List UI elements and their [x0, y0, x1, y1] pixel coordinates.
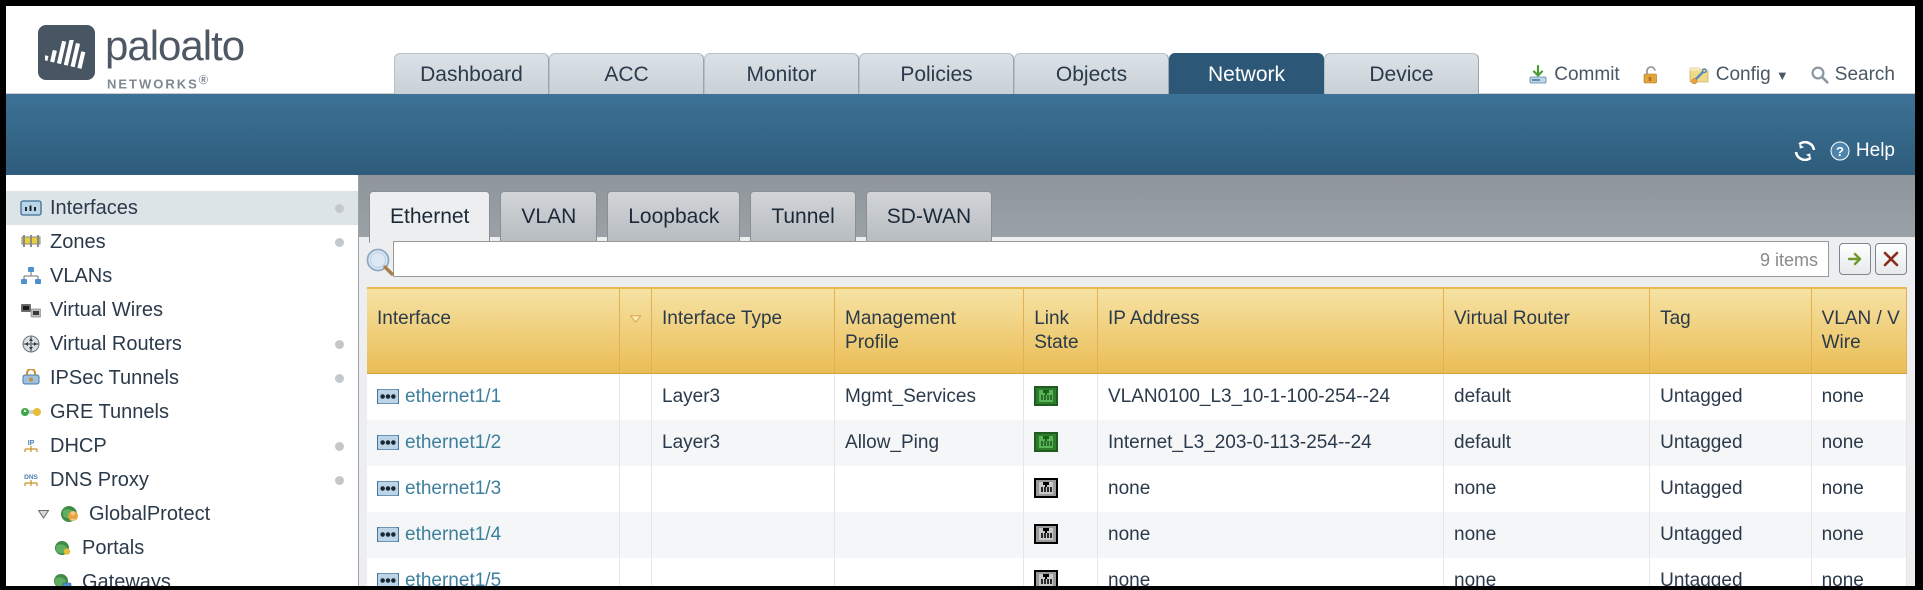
svg-text:DNS: DNS — [24, 474, 38, 481]
svg-text:IP: IP — [28, 440, 35, 447]
svg-text:?: ? — [1836, 144, 1844, 159]
